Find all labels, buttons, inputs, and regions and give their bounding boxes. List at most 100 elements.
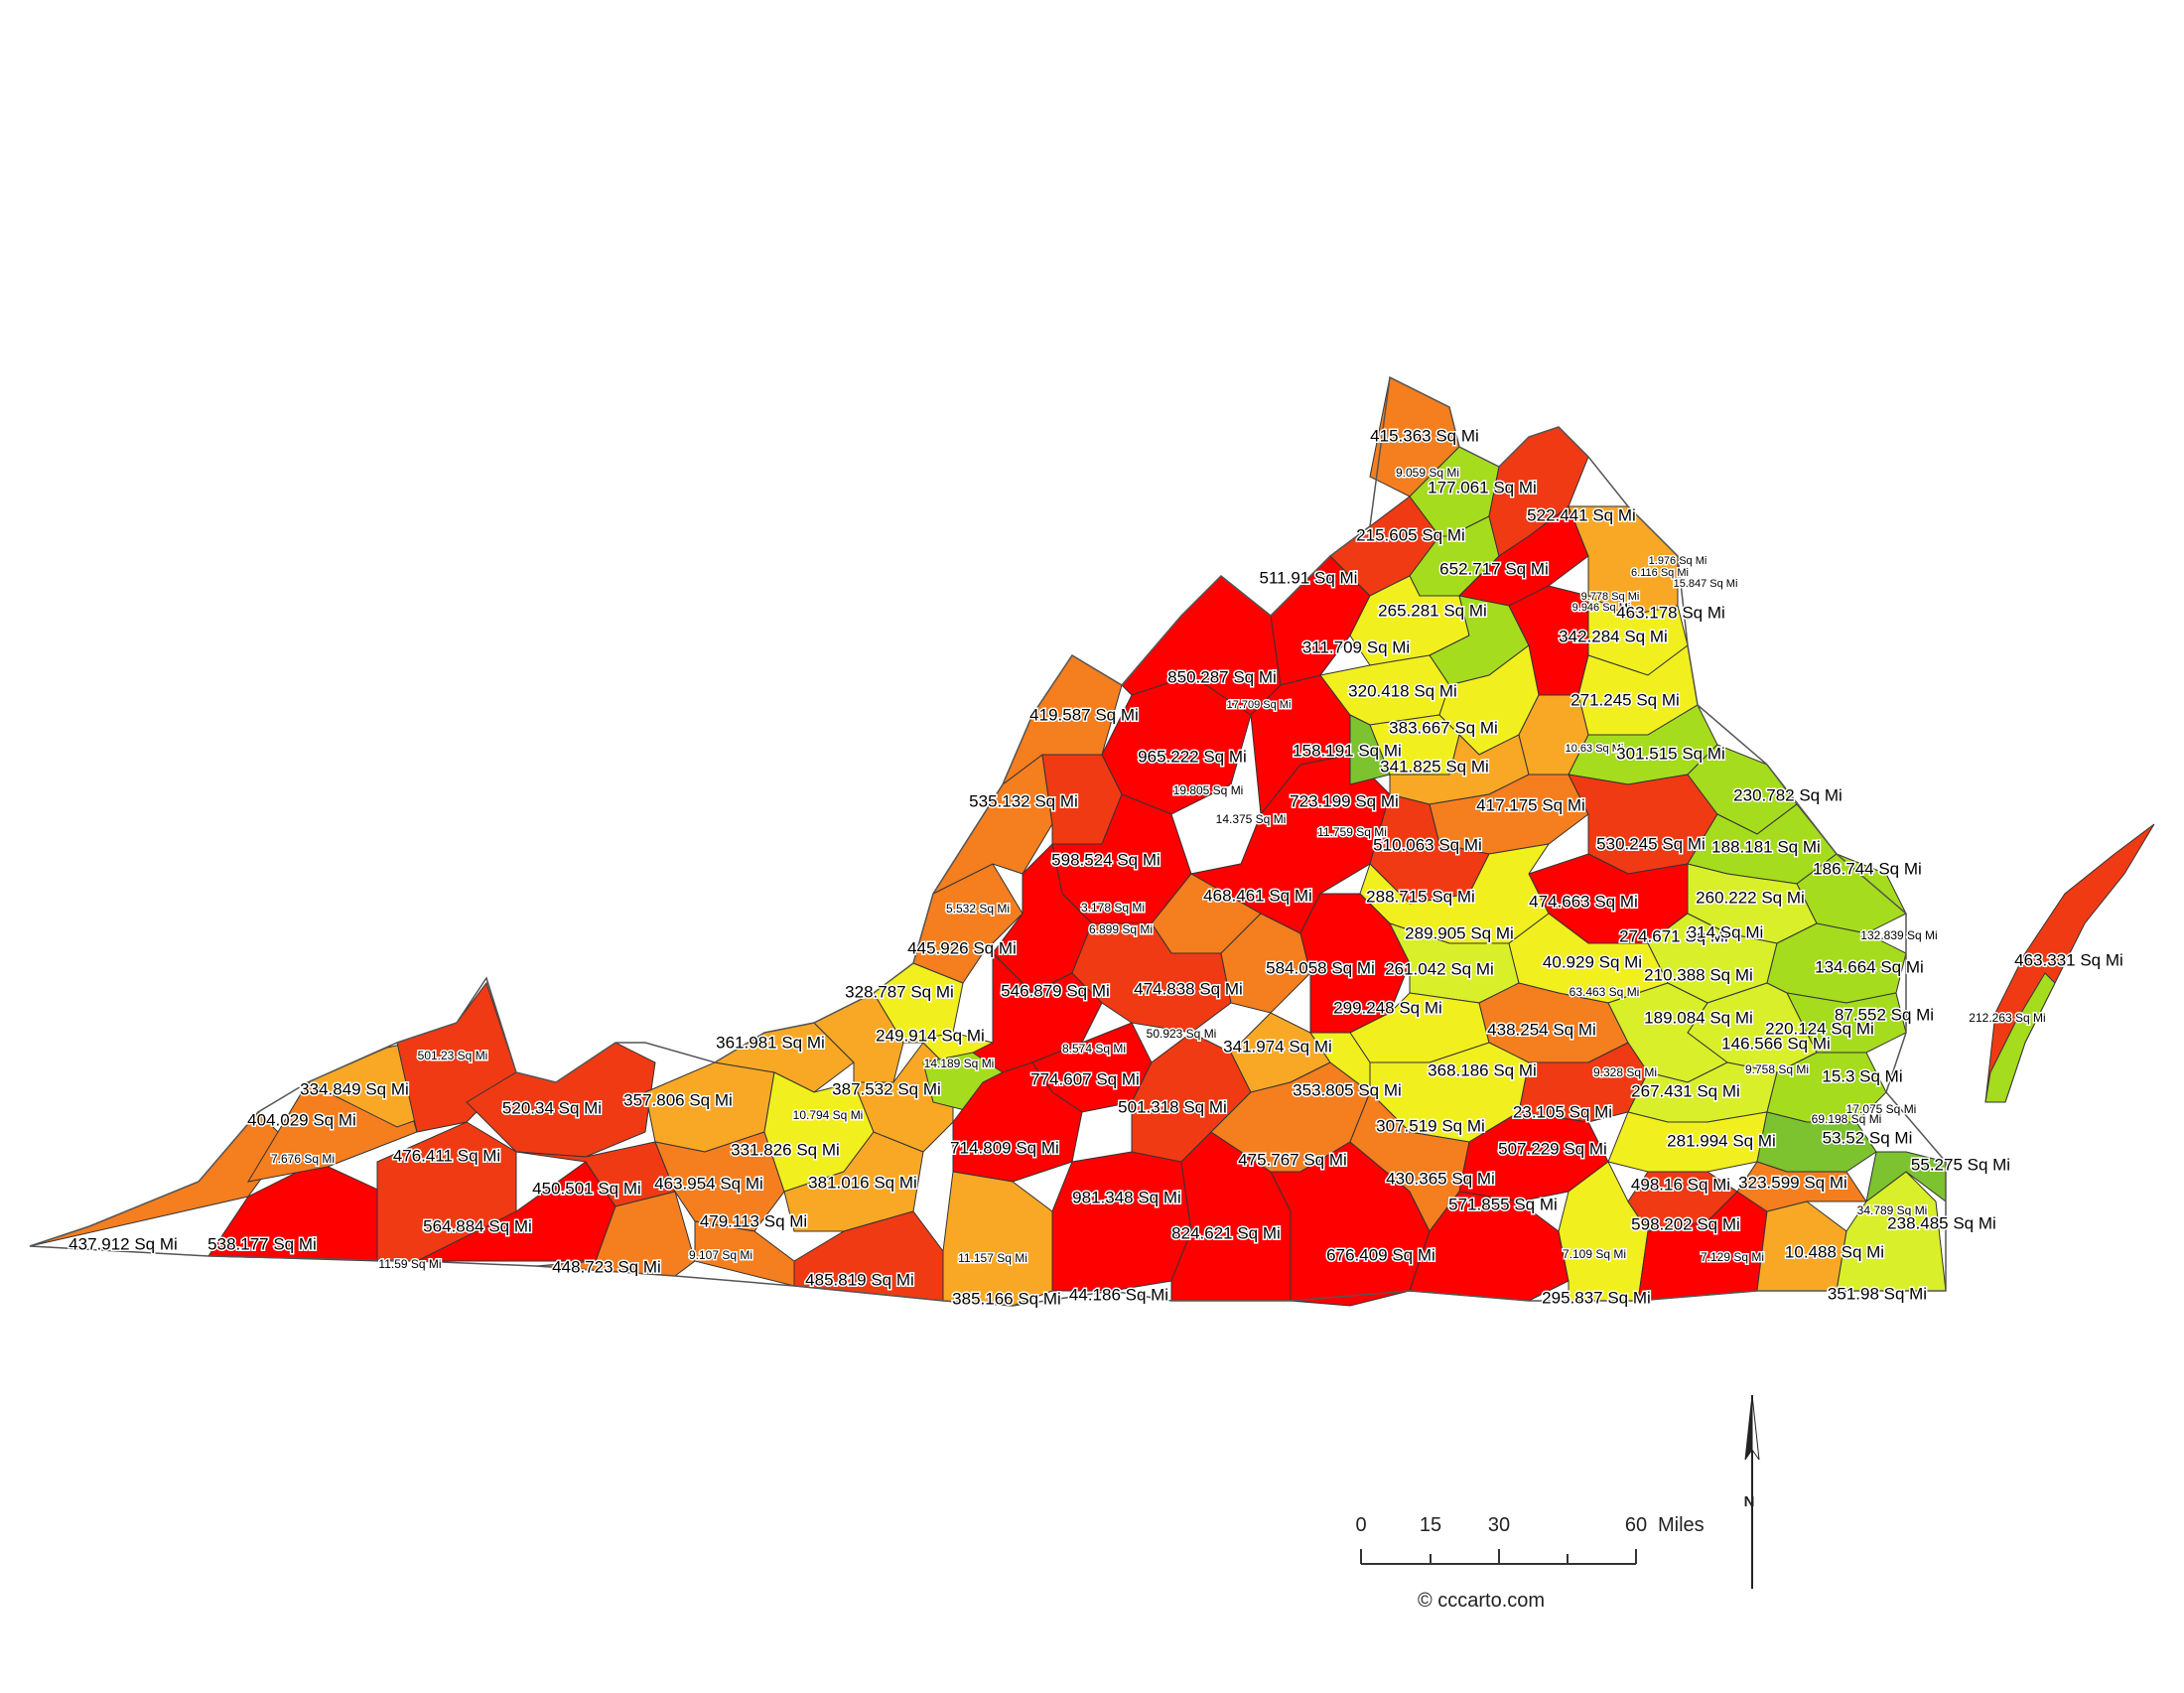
county-area-label: 44.186 Sq Mi [1069, 1285, 1168, 1304]
county-area-label: 535.132 Sq Mi [969, 791, 1078, 810]
county-area-label: 331.826 Sq Mi [731, 1140, 840, 1159]
county-area-label: 328.787 Sq Mi [845, 982, 954, 1001]
county-area-label: 571.855 Sq Mi [1448, 1195, 1558, 1213]
county-area-label: 530.245 Sq Mi [1596, 834, 1706, 853]
county-area-label: 215.605 Sq Mi [1356, 525, 1465, 544]
county-area-label: 652.717 Sq Mi [1439, 559, 1549, 578]
county-area-label: 774.607 Sq Mi [1030, 1069, 1140, 1088]
county-area-label: 7.129 Sq Mi [1701, 1250, 1764, 1264]
county-area-label: 55.275 Sq Mi [1911, 1155, 2010, 1174]
county-area-label: 1.976 Sq Mi [1649, 555, 1707, 567]
county-area-label: 265.281 Sq Mi [1378, 601, 1487, 620]
county-area-label: 475.767 Sq Mi [1238, 1150, 1347, 1169]
county-area-label: 260.222 Sq Mi [1696, 888, 1805, 907]
county-area-label: 522.441 Sq Mi [1527, 505, 1636, 524]
county-area-label: 188.181 Sq Mi [1711, 837, 1821, 856]
county-area-label: 417.175 Sq Mi [1476, 795, 1585, 814]
scale-tick-60: 60 [1625, 1514, 1647, 1536]
county-region [1349, 714, 1391, 785]
county-area-label: 17.075 Sq Mi [1846, 1102, 1917, 1116]
county-region [1051, 1151, 1192, 1292]
county-area-label: 485.819 Sq Mi [805, 1270, 914, 1289]
north-arrow-letter: N [1744, 1493, 1755, 1510]
county-area-label: 445.926 Sq Mi [907, 938, 1017, 957]
county-area-label: 323.599 Sq Mi [1738, 1173, 1847, 1192]
county-region [654, 1131, 785, 1232]
county-area-label: 10.63 Sq Mi [1566, 743, 1624, 755]
credit-text: © cccarto.com [1418, 1590, 1545, 1612]
county-area-label: 230.782 Sq Mi [1733, 785, 1843, 804]
county-area-label: 342.284 Sq Mi [1559, 627, 1668, 645]
county-area-label: 404.029 Sq Mi [247, 1110, 356, 1129]
county-area-label: 357.806 Sq Mi [623, 1090, 733, 1109]
scale-tick-30: 30 [1488, 1514, 1510, 1536]
county-area-label: 584.058 Sq Mi [1266, 958, 1375, 977]
county-area-label: 7.109 Sq Mi [1563, 1247, 1626, 1261]
county-region [1984, 972, 2056, 1103]
county-area-label: 564.884 Sq Mi [423, 1216, 532, 1235]
county-area-label: 850.287 Sq Mi [1167, 667, 1277, 686]
county-region [1409, 1191, 1570, 1302]
county-area-label: 307.519 Sq Mi [1376, 1116, 1485, 1135]
county-area-label: 6.116 Sq Mi [1631, 567, 1689, 579]
county-area-label: 463.331 Sq Mi [2014, 950, 2123, 969]
county-area-label: 723.199 Sq Mi [1290, 791, 1399, 810]
county-region [1299, 893, 1411, 1034]
county-area-label: 468.461 Sq Mi [1203, 886, 1312, 905]
county-area-label: 40.929 Sq Mi [1543, 952, 1642, 971]
county-area-label: 507.229 Sq Mi [1498, 1139, 1607, 1158]
county-area-label: 8.574 Sq Mi [1062, 1042, 1126, 1056]
county-area-label: 63.463 Sq Mi [1570, 985, 1640, 999]
county-area-label: 23.105 Sq Mi [1513, 1102, 1612, 1121]
county-area-label: 261.042 Sq Mi [1385, 959, 1494, 978]
county-area-label: 87.552 Sq Mi [1835, 1005, 1934, 1024]
county-area-label: 430.365 Sq Mi [1386, 1169, 1495, 1188]
county-area-label: 271.245 Sq Mi [1570, 690, 1680, 709]
county-area-label: 295.837 Sq Mi [1542, 1288, 1651, 1307]
county-area-label: 288.715 Sq Mi [1366, 887, 1475, 906]
county-area-label: 6.899 Sq Mi [1089, 922, 1153, 936]
county-area-label: 281.994 Sq Mi [1667, 1131, 1776, 1150]
county-area-label: 385.166 Sq Mi [952, 1289, 1061, 1308]
county-area-label: 498.16 Sq Mi [1631, 1175, 1730, 1194]
county-area-label: 474.663 Sq Mi [1529, 892, 1638, 911]
county-area-label: 9.778 Sq Mi [1581, 591, 1640, 603]
county-area-label: 10.488 Sq Mi [1785, 1242, 1884, 1261]
county-area-label: 249.914 Sq Mi [876, 1026, 985, 1045]
county-area-label: 437.912 Sq Mi [68, 1234, 178, 1253]
scale-tick-15: 15 [1420, 1514, 1441, 1536]
county-area-label: 17.709 Sq Mi [1227, 699, 1292, 711]
county-area-label: 238.485 Sq Mi [1887, 1213, 1996, 1232]
county-region [942, 1171, 1053, 1307]
county-area-label: 676.409 Sq Mi [1326, 1245, 1435, 1264]
county-area-label: 598.524 Sq Mi [1051, 850, 1160, 869]
scale-bar: 0 15 30 60 Miles [1355, 1514, 1705, 1565]
county-region [207, 1161, 383, 1262]
scale-unit: Miles [1658, 1514, 1705, 1536]
county-area-label: 538.177 Sq Mi [207, 1234, 317, 1253]
county-area-label: 419.587 Sq Mi [1029, 705, 1139, 724]
county-area-label: 387.532 Sq Mi [832, 1079, 941, 1098]
county-area-label: 479.113 Sq Mi [700, 1211, 807, 1230]
county-area-label: 320.418 Sq Mi [1348, 681, 1457, 700]
county-area-label: 177.061 Sq Mi [1428, 478, 1537, 496]
county-area-label: 438.254 Sq Mi [1487, 1020, 1596, 1039]
county-area-label: 463.178 Sq Mi [1616, 603, 1725, 622]
county-area-label: 9.107 Sq Mi [689, 1248, 752, 1262]
state-outline [29, 375, 1947, 1307]
county-area-label: 212.263 Sq Mi [1969, 1011, 2045, 1025]
county-area-label: 520.34 Sq Mi [502, 1098, 602, 1117]
county-area-label: 9.946 Sq Mi [1572, 602, 1631, 614]
county-area-label: 501.23 Sq Mi [418, 1049, 488, 1062]
county-area-label: 381.016 Sq Mi [808, 1173, 917, 1192]
county-area-label: 210.388 Sq Mi [1644, 965, 1753, 984]
county-area-label: 474.838 Sq Mi [1134, 979, 1243, 998]
county-area-label: 11.59 Sq Mi [378, 1257, 441, 1271]
county-area-label: 3.178 Sq Mi [1081, 901, 1145, 915]
county-area-label: 383.667 Sq Mi [1389, 718, 1498, 737]
county-area-label: 146.566 Sq Mi [1721, 1034, 1831, 1053]
county-area-label: 274.671 Sq Mi [1619, 926, 1728, 945]
county-area-label: 448.723 Sq Mi [552, 1257, 661, 1276]
county-area-label: 289.905 Sq Mi [1405, 923, 1514, 942]
